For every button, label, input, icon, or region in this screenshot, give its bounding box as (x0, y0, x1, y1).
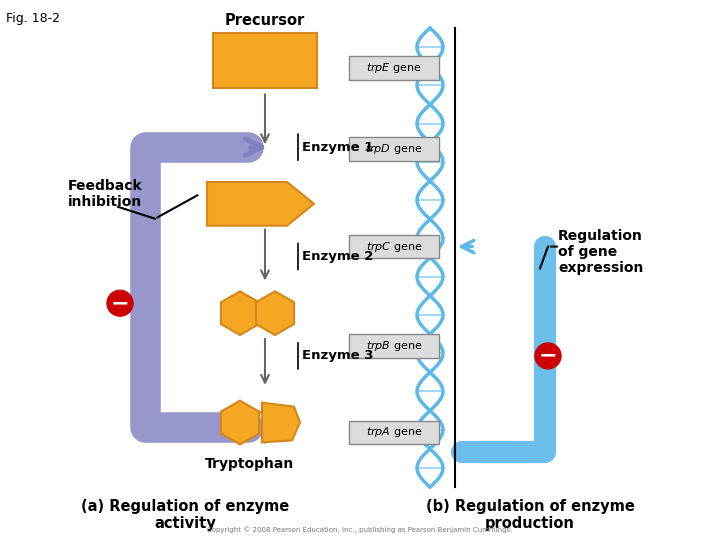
Text: Tryptophan: Tryptophan (205, 457, 294, 471)
FancyBboxPatch shape (213, 33, 317, 89)
Polygon shape (256, 291, 294, 335)
Text: $\it{trpD}$ gene: $\it{trpD}$ gene (365, 142, 423, 156)
Text: Enzyme 3: Enzyme 3 (302, 349, 374, 362)
Text: (a) Regulation of enzyme
activity: (a) Regulation of enzyme activity (81, 499, 289, 531)
Text: $\it{trpB}$ gene: $\it{trpB}$ gene (366, 339, 422, 353)
Text: $\it{trpA}$ gene: $\it{trpA}$ gene (366, 426, 422, 440)
Text: Regulation
of gene
expression: Regulation of gene expression (558, 228, 644, 275)
Text: −: − (539, 346, 557, 366)
FancyBboxPatch shape (349, 56, 439, 79)
Text: Feedback
inhibition: Feedback inhibition (68, 179, 143, 209)
Polygon shape (221, 291, 259, 335)
Text: Enzyme 1: Enzyme 1 (302, 140, 374, 154)
Polygon shape (221, 401, 259, 444)
FancyBboxPatch shape (349, 137, 439, 161)
Text: (b) Regulation of enzyme
production: (b) Regulation of enzyme production (426, 499, 634, 531)
Circle shape (535, 343, 561, 369)
Text: $\it{trpE}$ gene: $\it{trpE}$ gene (366, 60, 422, 75)
Text: Enzyme 2: Enzyme 2 (302, 250, 374, 263)
Text: Copyright © 2008 Pearson Education, Inc., publishing as Pearson Benjamin Cumming: Copyright © 2008 Pearson Education, Inc.… (207, 526, 513, 533)
Text: $\it{trpC}$ gene: $\it{trpC}$ gene (366, 240, 423, 254)
Text: Precursor: Precursor (225, 13, 305, 28)
Circle shape (107, 291, 133, 316)
FancyBboxPatch shape (349, 334, 439, 358)
Polygon shape (262, 403, 300, 442)
FancyBboxPatch shape (349, 421, 439, 444)
Text: −: − (111, 293, 130, 313)
Polygon shape (207, 182, 314, 226)
FancyBboxPatch shape (349, 234, 439, 259)
Text: Fig. 18-2: Fig. 18-2 (6, 12, 60, 25)
